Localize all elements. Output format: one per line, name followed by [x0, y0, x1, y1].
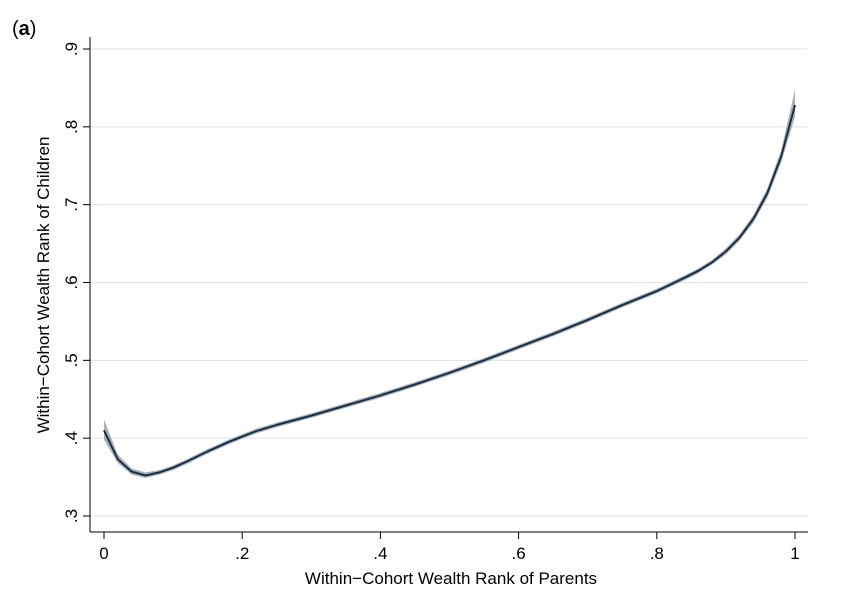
- y-axis-label: Within−Cohort Wealth Rank of Children: [34, 137, 53, 434]
- gridlines: [90, 48, 808, 517]
- y-tick-label: .6: [62, 275, 81, 289]
- y-tick-label: .3: [62, 509, 81, 523]
- confidence-band-area: [104, 89, 795, 478]
- y-tick-label: .9: [62, 42, 81, 56]
- x-tick-label: .6: [512, 544, 526, 563]
- panel-label: (a): [12, 18, 37, 40]
- x-tick-label: 0: [99, 544, 108, 563]
- x-axis-label: Within−Cohort Wealth Rank of Parents: [305, 569, 597, 588]
- y-tick-label: .4: [62, 431, 81, 445]
- x-tick-label: 1: [790, 544, 799, 563]
- y-tick-label: .8: [62, 120, 81, 134]
- y-tick-label: .5: [62, 353, 81, 367]
- y-tick-label: .7: [62, 198, 81, 212]
- axes: [89, 37, 808, 533]
- series-path: [103, 104, 796, 477]
- panel-letter: a: [18, 18, 30, 40]
- y-axis-ticks: .3 .4 .5 .6 .7 .8 .9: [62, 42, 90, 523]
- x-tick-label: .8: [650, 544, 664, 563]
- x-tick-label: .2: [235, 544, 249, 563]
- series-line: [103, 104, 796, 477]
- confidence-band: [104, 89, 795, 478]
- x-tick-label: .4: [373, 544, 387, 563]
- x-axis-ticks: 0 .2 .4 .6 .8 1: [99, 532, 800, 563]
